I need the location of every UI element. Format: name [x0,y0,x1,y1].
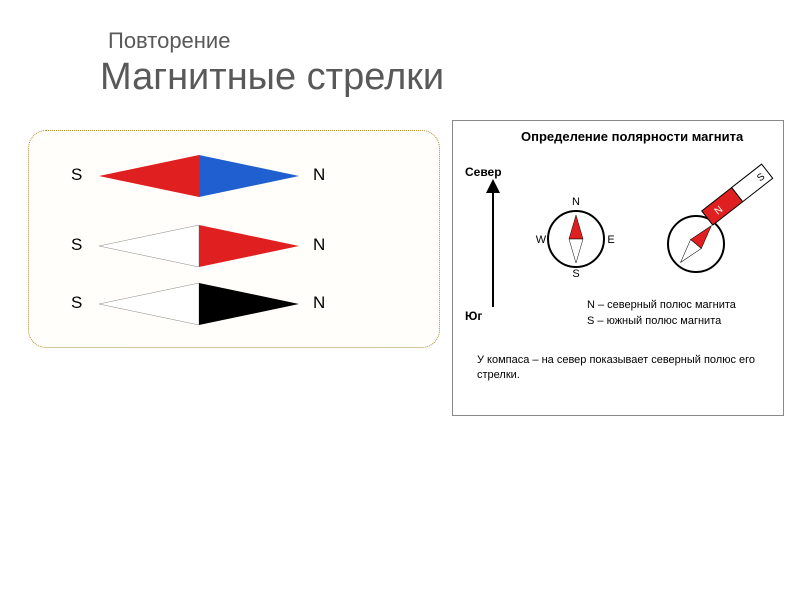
compass-n: N [572,196,580,208]
n-label: N [313,165,325,185]
s-label: S [71,293,82,313]
compass-labeled: N S W E [533,191,619,277]
legend-north: N – северный полюс магнита [587,299,736,311]
bar-magnet: N S [693,159,783,229]
n-label: N [313,235,325,255]
legend-south: S – южный полюс магнита [587,315,721,327]
slide-title: Магнитные стрелки [100,56,444,99]
needle-2 [99,225,299,267]
needles-panel: S N S N S N [28,130,440,348]
compass-caption: У компаса – на север показывает северный… [477,353,757,383]
needle-row-2: S N [29,229,439,279]
compass-e: E [607,234,614,246]
north-arrow-icon [483,179,503,307]
compass-s: S [572,268,579,277]
polarity-panel: Определение полярности магнита Север Юг … [452,120,784,416]
needle-row-3: S N [29,287,439,337]
needle-1 [99,155,299,197]
s-label: S [71,235,82,255]
south-text: Юг [465,309,482,323]
needle-row-1: S N [29,159,439,209]
needle-3 [99,283,299,325]
north-text: Север [465,165,502,179]
polarity-title: Определение полярности магнита [521,129,743,144]
compass-w: W [536,234,547,246]
s-label: S [71,165,82,185]
heading-block: Повторение Магнитные стрелки [100,28,444,99]
n-label: N [313,293,325,313]
slide-subtitle: Повторение [108,28,444,54]
